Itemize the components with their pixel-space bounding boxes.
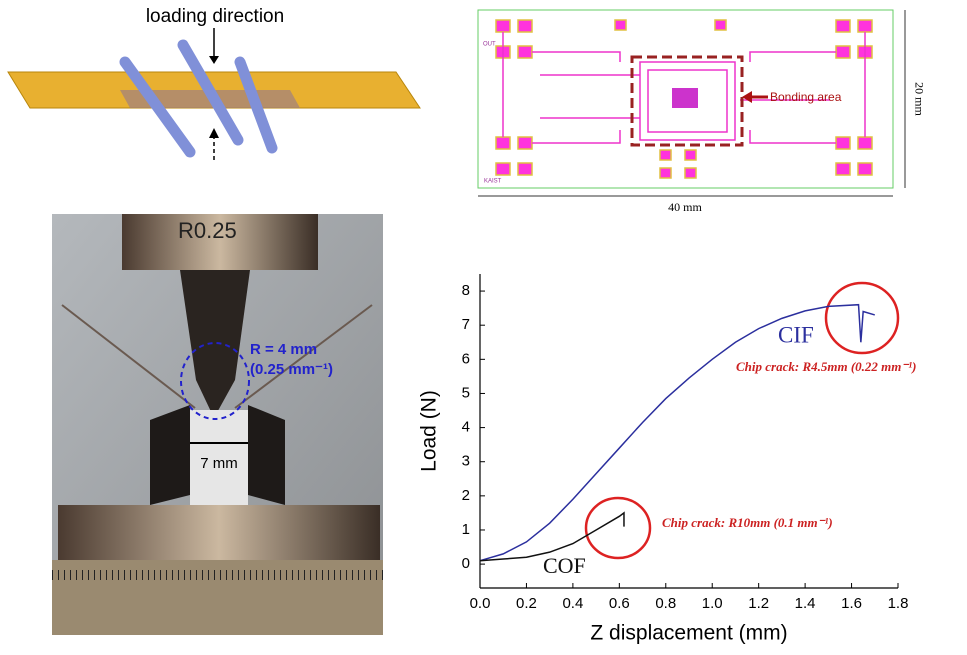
bonding-box bbox=[630, 55, 744, 147]
label: 7 mm bbox=[200, 455, 238, 472]
x-tick-label: 1.0 bbox=[702, 595, 723, 612]
x-tick-label: 1.6 bbox=[841, 595, 862, 612]
x-tick-label: 0.4 bbox=[562, 595, 583, 612]
x-tick-label: 0.2 bbox=[516, 595, 537, 612]
rod bbox=[119, 56, 196, 158]
y-tick-label: 4 bbox=[462, 419, 470, 436]
x-tick-label: 1.2 bbox=[748, 595, 769, 612]
label: 20 mm bbox=[912, 82, 926, 116]
layout-drawing: Bonding area OUT KAIST 20 mm 40 mm bbox=[477, 9, 926, 214]
y-tick-label: 7 bbox=[462, 316, 470, 333]
y-tick-label: 3 bbox=[462, 453, 470, 470]
x-tick-label: 0.0 bbox=[470, 595, 491, 612]
x-tick-label: 1.4 bbox=[795, 595, 816, 612]
series-line bbox=[479, 303, 875, 562]
series-label: COF bbox=[543, 553, 586, 578]
arrow-head bbox=[209, 56, 219, 64]
label: KAIST bbox=[484, 179, 502, 185]
die bbox=[672, 88, 698, 108]
y-tick-label: 2 bbox=[462, 487, 470, 504]
label: R = 4 mm bbox=[250, 341, 317, 358]
rod bbox=[177, 39, 244, 146]
y-tick-label: 0 bbox=[462, 555, 470, 572]
photo: R0.25 R = 4 mm (0.25 mm⁻¹) 7 mm bbox=[52, 214, 383, 635]
y-tick-label: 6 bbox=[462, 350, 470, 367]
y-tick-label: 8 bbox=[462, 282, 470, 299]
label: loading direction bbox=[146, 6, 284, 27]
loading-diagram: loading direction bbox=[7, 6, 421, 162]
label: Bonding area bbox=[770, 90, 842, 104]
label: R0.25 bbox=[178, 218, 237, 243]
annotation: Chip crack: R10mm (0.1 mm⁻¹) bbox=[662, 515, 833, 530]
highlight-circle bbox=[824, 281, 900, 355]
rod bbox=[234, 56, 278, 154]
series-label: CIF bbox=[778, 322, 814, 347]
label: (0.25 mm⁻¹) bbox=[250, 361, 333, 378]
label: OUT bbox=[483, 42, 496, 48]
x-axis-label: Z displacement (mm) bbox=[590, 622, 787, 645]
arrow-head bbox=[209, 128, 219, 138]
series-line bbox=[479, 511, 625, 562]
y-tick-label: 1 bbox=[462, 521, 470, 538]
y-axis-label: Load (N) bbox=[418, 390, 441, 472]
x-tick-label: 0.6 bbox=[609, 595, 630, 612]
x-tick-label: 1.8 bbox=[888, 595, 909, 612]
y-tick-label: 5 bbox=[462, 384, 470, 401]
annotation: Chip crack: R4.5mm (0.22 mm⁻¹) bbox=[736, 359, 916, 374]
highlight-circle bbox=[584, 496, 652, 560]
label: 40 mm bbox=[668, 200, 702, 214]
x-tick-label: 0.8 bbox=[655, 595, 676, 612]
chart: 0 1 2 3 4 5 6 7 8 0.0 0.2 0.4 0.6 0.8 1.0 1.2 1.4 1.6 1.8 Z… bbox=[418, 274, 916, 645]
arrow-head bbox=[742, 91, 752, 103]
